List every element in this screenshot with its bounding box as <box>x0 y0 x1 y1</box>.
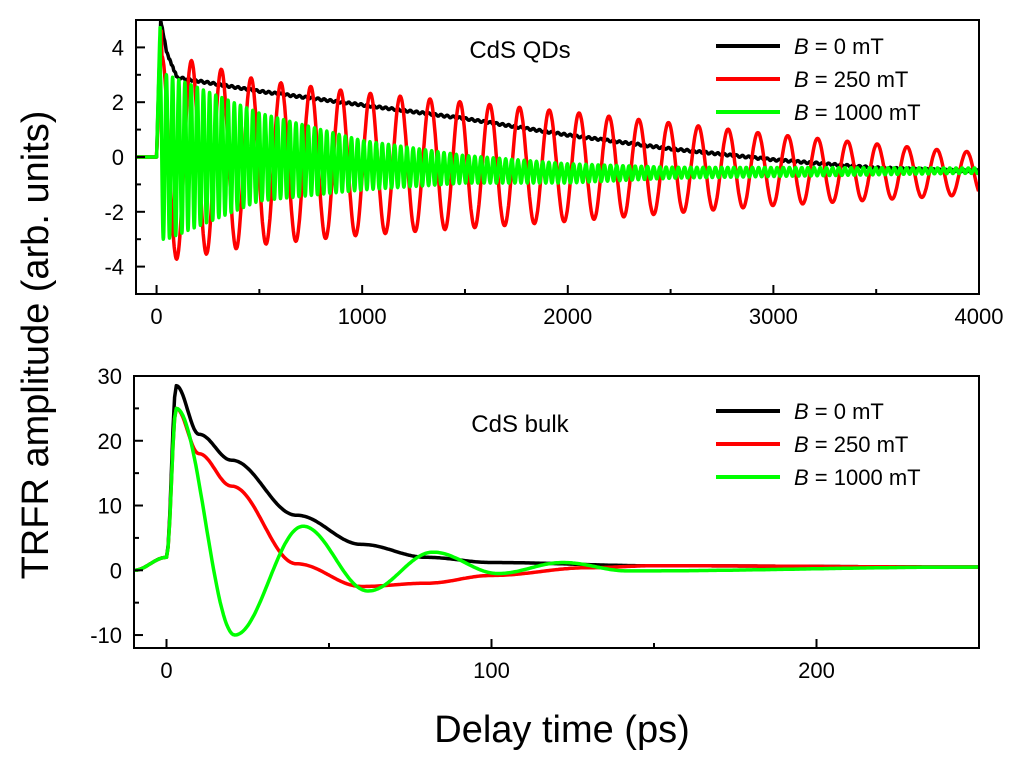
top-ytick-label: -4 <box>104 255 124 280</box>
bottom-ytick-label: -10 <box>90 623 122 648</box>
bottom-ytick-label: 30 <box>98 364 122 389</box>
bottom-series-line--1000-mt <box>134 406 979 637</box>
bottom-legend-label: B = 250 mT <box>794 432 908 457</box>
bottom-legend: B = 0 mT B = 250 mT B = 1000 mT <box>716 399 921 490</box>
bottom-legend-label: B = 0 mT <box>794 399 884 424</box>
top-legend-label: B = 250 mT <box>794 67 908 92</box>
top-xtick-label: 3000 <box>749 304 798 329</box>
top-axis-ticks: 0 1000 2000 3000 4000 -4 -2 0 2 4 <box>104 35 1003 329</box>
bottom-axis-ticks: 0 100 200 -10 0 10 20 30 <box>90 364 835 683</box>
top-annotation: CdS QDs <box>469 37 570 64</box>
top-xtick-label: 0 <box>150 304 162 329</box>
top-xtick-label: 1000 <box>338 304 387 329</box>
top-ytick-label: 0 <box>112 145 124 170</box>
bottom-xtick-label: 200 <box>798 658 835 683</box>
bottom-ytick-label: 20 <box>98 429 122 454</box>
top-legend-label: B = 1000 mT <box>794 100 921 125</box>
top-series-line--1000-mt <box>136 25 979 241</box>
top-ytick-label: 4 <box>112 35 124 60</box>
bottom-xtick-label: 100 <box>473 658 510 683</box>
bottom-ytick-label: 10 <box>98 494 122 519</box>
top-legend: B = 0 mT B = 250 mT B = 1000 mT <box>716 34 921 125</box>
panel-cds-bulk: 0 100 200 -10 0 10 20 30 CdS bulk B = 0 mT B = 2… <box>90 364 980 683</box>
top-legend-label: B = 0 mT <box>794 34 884 59</box>
top-xtick-label: 2000 <box>543 304 592 329</box>
x-axis-label: Delay time (ps) <box>434 709 690 751</box>
top-series-group <box>136 20 979 261</box>
y-axis-label: TRFR amplitude (arb. units) <box>15 111 57 580</box>
bottom-ytick-label: 0 <box>110 558 122 583</box>
top-ytick-label: -2 <box>104 200 124 225</box>
bottom-series-line--250-mt <box>134 406 979 589</box>
bottom-xtick-label: 0 <box>160 658 172 683</box>
panel-cds-qds: 0 1000 2000 3000 4000 -4 -2 0 2 4 CdS QDs B = 0 m… <box>104 19 1003 329</box>
top-series-line--0-mt <box>136 20 979 174</box>
bottom-annotation: CdS bulk <box>471 411 569 438</box>
top-ytick-label: 2 <box>112 90 124 115</box>
bottom-legend-label: B = 1000 mT <box>794 465 921 490</box>
bottom-plot-frame <box>133 375 980 649</box>
top-xtick-label: 4000 <box>955 304 1004 329</box>
bottom-series-group <box>134 383 979 637</box>
